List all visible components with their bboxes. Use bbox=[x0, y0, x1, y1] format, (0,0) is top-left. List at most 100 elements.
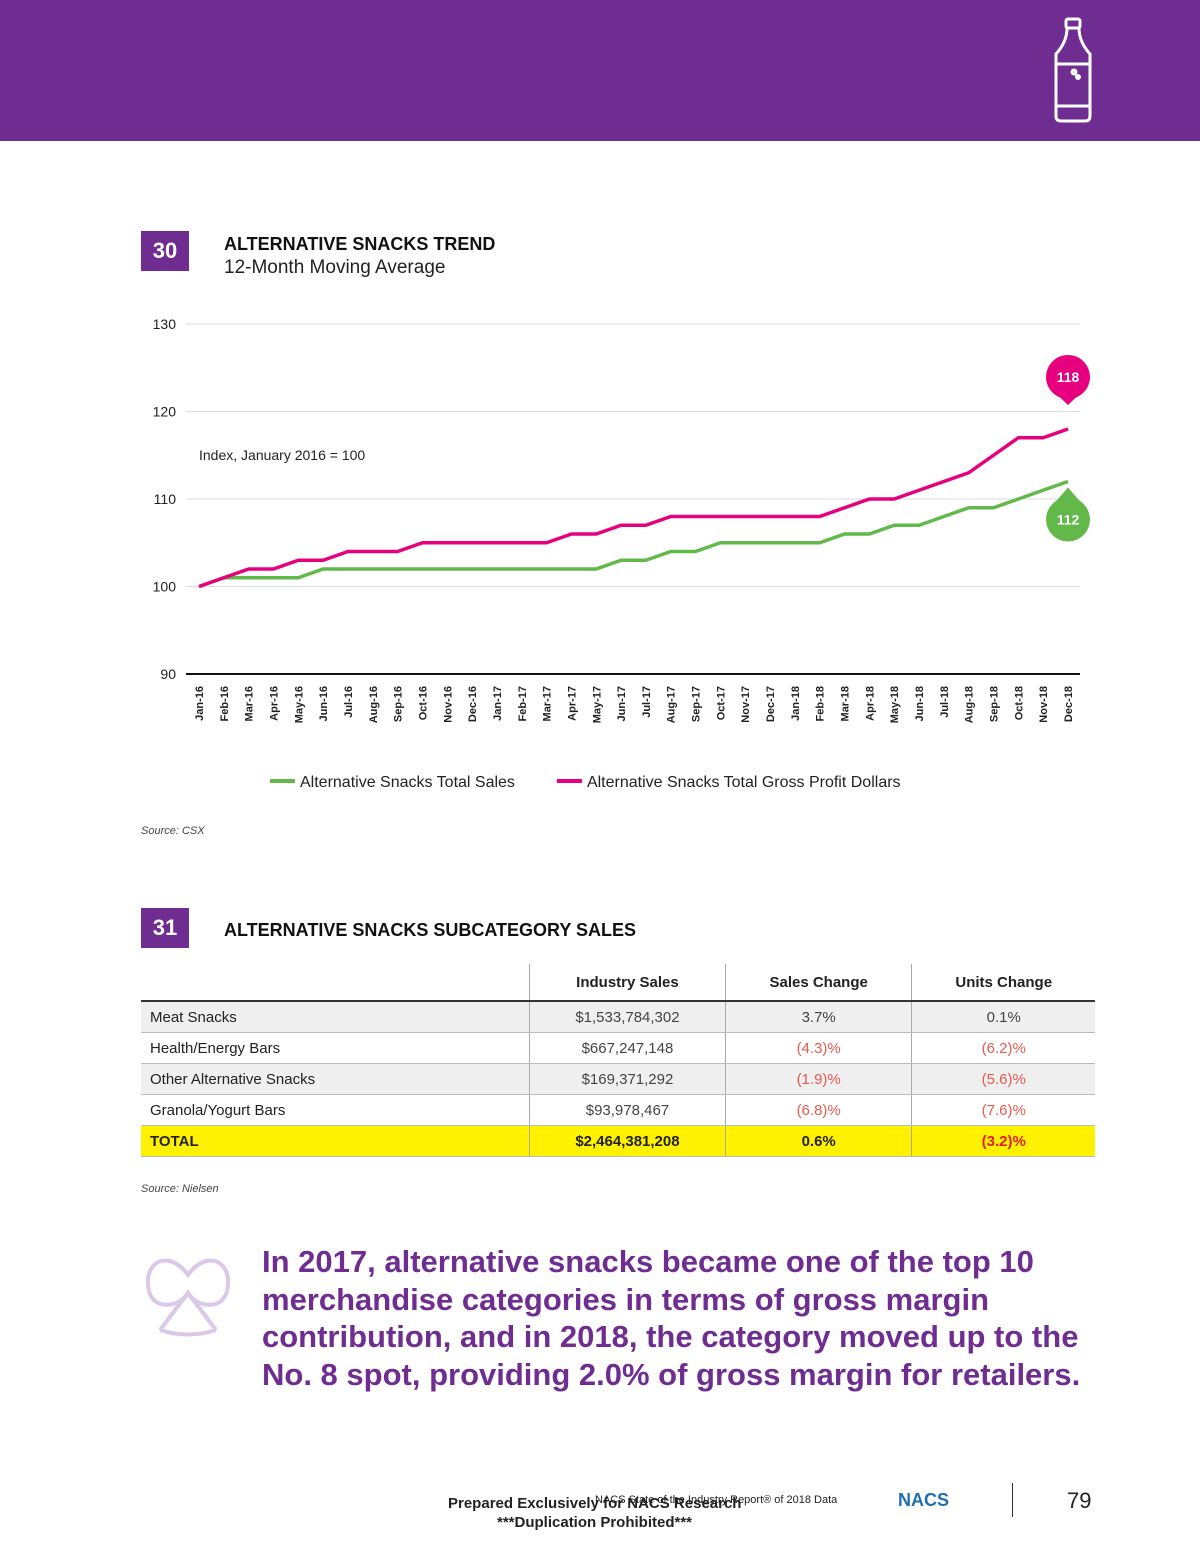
end-label: 118 bbox=[1057, 369, 1080, 385]
x-tick-label: Apr-16 bbox=[268, 686, 280, 721]
source: Source: Nielsen bbox=[141, 1183, 219, 1195]
y-tick-label: 100 bbox=[153, 579, 177, 595]
page-number: 79 bbox=[1067, 1488, 1092, 1513]
figure-number: 31 bbox=[141, 908, 189, 948]
x-tick-label: Sep-16 bbox=[393, 686, 405, 722]
table-cell: (4.3)% bbox=[724, 1032, 912, 1064]
x-tick-label: Aug-17 bbox=[666, 686, 678, 723]
x-tick-label: Jan-17 bbox=[492, 686, 504, 721]
total-row: TOTAL $2,464,381,208 0.6% (3.2)% bbox=[141, 1125, 1095, 1157]
x-tick-label: Sep-17 bbox=[691, 686, 703, 722]
table-row: Meat Snacks $1,533,784,302 3.7% 0.1% bbox=[141, 1001, 1095, 1033]
header-cell: Units Change bbox=[911, 964, 1095, 1002]
x-tick-label: Mar-18 bbox=[840, 686, 852, 721]
x-tick-label: May-17 bbox=[591, 686, 603, 723]
header-row: Industry Sales Sales Change Units Change bbox=[141, 964, 1095, 1002]
end-label: 112 bbox=[1057, 512, 1080, 528]
sales-table: Industry Sales Sales Change Units Change Me… bbox=[141, 964, 1095, 1157]
header-cell: Sales Change bbox=[724, 964, 912, 1002]
x-tick-label: Aug-18 bbox=[964, 686, 976, 723]
x-tick-label: Jan-16 bbox=[194, 686, 206, 721]
x-tick-label: Dec-17 bbox=[765, 686, 777, 722]
x-tick-label: Dec-16 bbox=[467, 686, 479, 722]
table-cell: Granola/Yogurt Bars bbox=[141, 1094, 530, 1126]
table-cell: Meat Snacks bbox=[141, 1001, 530, 1033]
table-cell: Other Alternative Snacks bbox=[141, 1063, 530, 1095]
series-line bbox=[198, 427, 1069, 589]
y-tick-label: 110 bbox=[154, 491, 177, 507]
chart: 90 100 110 120 130 Index, January 2016 = 100 J… bbox=[153, 316, 1090, 791]
table-cell: (7.6)% bbox=[911, 1094, 1095, 1126]
x-tick-label: Oct-18 bbox=[1013, 686, 1025, 720]
table-cell: TOTAL bbox=[141, 1125, 530, 1157]
header-band bbox=[0, 0, 1200, 141]
table-row: Granola/Yogurt Bars $93,978,467 (6.8)% (7.6… bbox=[141, 1094, 1095, 1126]
x-tick-label: Jun-17 bbox=[616, 686, 628, 721]
figure-number: 30 bbox=[141, 231, 189, 271]
x-tick-label: Jul-16 bbox=[343, 686, 355, 718]
source: Source: CSX bbox=[141, 825, 205, 837]
footer-prohibited: ***Duplication Prohibited*** bbox=[497, 1514, 693, 1531]
footer-logo: NACS bbox=[898, 1490, 950, 1510]
x-tick-label: Apr-17 bbox=[566, 686, 578, 721]
figure-subtitle: 12-Month Moving Average bbox=[224, 257, 446, 278]
table-row: Health/Energy Bars $667,247,148 (4.3)% (6.2… bbox=[141, 1032, 1095, 1064]
y-tick-label: 130 bbox=[153, 316, 177, 332]
figure-title: ALTERNATIVE SNACKS SUBCATEGORY SALES bbox=[224, 920, 637, 940]
callout: In 2017, alternative snacks became one o… bbox=[262, 1244, 1081, 1392]
x-tick-label: Dec-18 bbox=[1063, 686, 1075, 722]
table-cell: (1.9)% bbox=[724, 1063, 912, 1095]
table-cell: $93,978,467 bbox=[529, 1094, 726, 1126]
table-cell: (5.6)% bbox=[911, 1063, 1095, 1095]
end-badge bbox=[1046, 497, 1090, 542]
x-tick-label: Jan-18 bbox=[790, 686, 802, 721]
divider bbox=[1012, 1483, 1013, 1517]
x-tick-label: Mar-16 bbox=[244, 686, 256, 721]
annotation: Index, January 2016 = 100 bbox=[199, 447, 365, 463]
table-cell: $1,533,784,302 bbox=[529, 1001, 726, 1033]
table-cell: (3.2)% bbox=[911, 1125, 1095, 1157]
footer-prepared: Prepared Exclusively for NACS Research bbox=[448, 1495, 742, 1512]
x-tick-label: Oct-16 bbox=[417, 686, 429, 720]
footer-report: NACS State of the Industry Report® of 20… bbox=[595, 1494, 838, 1506]
x-tick-label: Nov-16 bbox=[442, 686, 454, 723]
x-tick-label: Feb-16 bbox=[219, 686, 231, 721]
x-tick-label: Jul-18 bbox=[939, 686, 951, 718]
y-tick-label: 90 bbox=[160, 666, 176, 682]
x-tick-label: Jun-18 bbox=[914, 686, 926, 721]
x-tick-label: May-18 bbox=[889, 686, 901, 723]
x-tick-label: Mar-17 bbox=[542, 686, 554, 721]
x-tick-label: Sep-18 bbox=[989, 686, 1001, 722]
bottle-icon bbox=[1054, 17, 1092, 123]
table-cell: 3.7% bbox=[724, 1001, 912, 1033]
series-line bbox=[198, 479, 1069, 589]
x-tick-label: Jul-17 bbox=[641, 686, 653, 718]
end-badge bbox=[1046, 355, 1090, 399]
x-tick-label: May-16 bbox=[293, 686, 305, 723]
y-tick-label: 120 bbox=[153, 404, 177, 420]
x-tick-label: Aug-16 bbox=[368, 686, 380, 723]
x-tick-label: Apr-18 bbox=[864, 686, 876, 721]
legend-label: Alternative Snacks Total Sales bbox=[300, 774, 515, 791]
table-cell: $2,464,381,208 bbox=[529, 1125, 726, 1157]
table-cell: 0.6% bbox=[724, 1125, 912, 1157]
x-tick-label: Jun-16 bbox=[318, 686, 330, 721]
x-tick-label: Oct-17 bbox=[715, 686, 727, 720]
x-tick-label: Feb-17 bbox=[517, 686, 529, 721]
legend-label: Alternative Snacks Total Gross Profit Do… bbox=[587, 774, 901, 791]
x-tick-label: Nov-18 bbox=[1038, 686, 1050, 723]
x-tick-label: Feb-18 bbox=[815, 686, 827, 721]
table-cell: $667,247,148 bbox=[529, 1032, 726, 1064]
table-cell: 0.1% bbox=[911, 1001, 1095, 1033]
table-cell: (6.2)% bbox=[911, 1032, 1095, 1064]
x-tick-label: Nov-17 bbox=[740, 686, 752, 723]
table-cell: Health/Energy Bars bbox=[141, 1032, 530, 1064]
header-cell: Industry Sales bbox=[529, 964, 726, 1002]
pretzel-icon bbox=[145, 1258, 231, 1337]
figure-title: ALTERNATIVE SNACKS TREND bbox=[224, 234, 496, 254]
header-cell bbox=[141, 964, 530, 1002]
table-cell: (6.8)% bbox=[724, 1094, 912, 1126]
table-cell: $169,371,292 bbox=[529, 1063, 726, 1095]
table-row: Other Alternative Snacks $169,371,292 (1.9… bbox=[141, 1063, 1095, 1095]
